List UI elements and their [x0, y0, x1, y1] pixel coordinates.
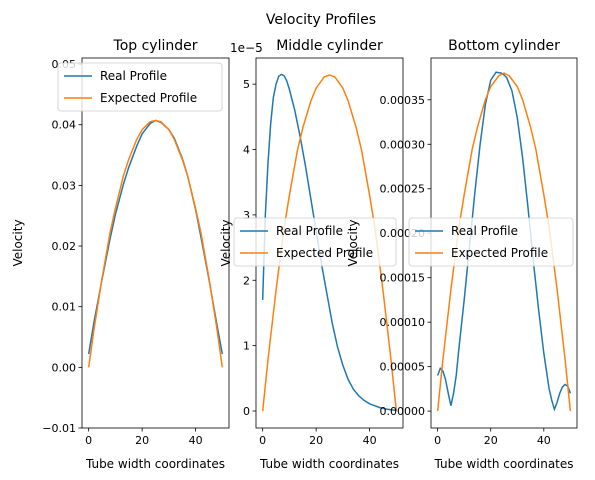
legend-entry: Expected Profile: [276, 246, 373, 260]
x-tick-label: 40: [537, 434, 551, 447]
y-tick-label: 0.00030: [380, 138, 426, 151]
legend-entry: Expected Profile: [451, 246, 548, 260]
x-tick-label: 0: [85, 434, 92, 447]
y-tick-label: 0.00015: [380, 272, 426, 285]
y-axis-label: Velocity: [219, 219, 233, 266]
x-tick-label: 40: [363, 434, 377, 447]
y-tick-label: 0.03: [52, 179, 77, 192]
legend: Real Profile Expected Profile: [233, 217, 397, 267]
x-axis-label: Tube width coordinates: [259, 457, 399, 471]
y-tick-label: 0.00025: [380, 183, 426, 196]
x-tick-label: 20: [484, 434, 498, 447]
legend-entry: Real Profile: [276, 224, 343, 238]
y-tick-label: 5: [243, 78, 250, 91]
y-tick-label: 0.01: [52, 301, 77, 314]
offset-label: 1e−5: [230, 41, 263, 55]
x-axis-label: Tube width coordinates: [85, 457, 225, 471]
middle-cylinder-chart: Middle cylinder 1e−5 Tube width coordina…: [219, 38, 404, 471]
legend-entry: Real Profile: [451, 224, 518, 238]
y-tick-label: 4: [243, 144, 250, 157]
y-tick-label: 0.00: [52, 361, 77, 374]
y-tick-label: 0: [243, 405, 250, 418]
chart-title: Bottom cylinder: [448, 38, 560, 54]
legend-entry: Expected Profile: [100, 91, 197, 105]
bottom-cylinder-chart: Bottom cylinder Tube width coordinates V…: [346, 38, 578, 471]
legend: Real Profile Expected Profile: [57, 62, 223, 112]
y-tick-label: 1: [243, 340, 250, 353]
x-tick-label: 0: [259, 434, 266, 447]
y-tick-label: −0.01: [42, 422, 76, 435]
x-tick-label: 20: [309, 434, 323, 447]
chart-title: Middle cylinder: [276, 38, 383, 54]
y-axis-label: Velocity: [11, 219, 25, 266]
series-line-real-profile: [436, 71, 572, 412]
series-line-expected-profile: [87, 119, 224, 368]
y-tick-label: 0.00010: [380, 316, 426, 329]
series-line-expected-profile: [261, 74, 398, 412]
x-tick-label: 20: [135, 434, 149, 447]
x-tick-label: 0: [434, 434, 441, 447]
plot-frame: [81, 57, 230, 429]
legend: Real Profile Expected Profile: [408, 217, 574, 267]
y-tick-label: 0.00035: [380, 94, 426, 107]
y-tick-label: 0.02: [52, 240, 77, 253]
x-tick-label: 40: [189, 434, 203, 447]
chart-title: Top cylinder: [113, 38, 198, 54]
top-cylinder-chart: Top cylinder Tube width coordinates Velo…: [11, 38, 230, 471]
series-line-expected-profile: [436, 72, 572, 412]
y-tick-label: 2: [243, 274, 250, 287]
y-tick-label: 0.00000: [380, 405, 426, 418]
legend-entry: Real Profile: [100, 69, 167, 83]
y-tick-label: 0.04: [52, 119, 77, 132]
x-axis-label: Tube width coordinates: [433, 457, 573, 471]
y-axis-label: Velocity: [346, 219, 360, 266]
y-tick-label: 3: [243, 209, 250, 222]
figure-title: Velocity Profiles: [266, 12, 376, 28]
y-tick-label: 0.00005: [380, 361, 426, 374]
